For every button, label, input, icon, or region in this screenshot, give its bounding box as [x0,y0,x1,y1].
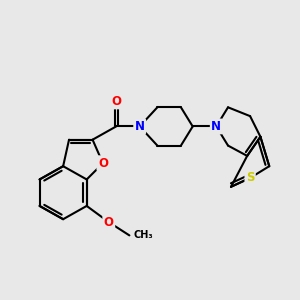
Text: CH₃: CH₃ [134,230,153,240]
Text: N: N [135,120,145,133]
Text: S: S [246,172,254,184]
Text: O: O [98,157,108,170]
Text: O: O [104,216,114,229]
Text: N: N [211,120,221,133]
Text: O: O [111,95,121,108]
